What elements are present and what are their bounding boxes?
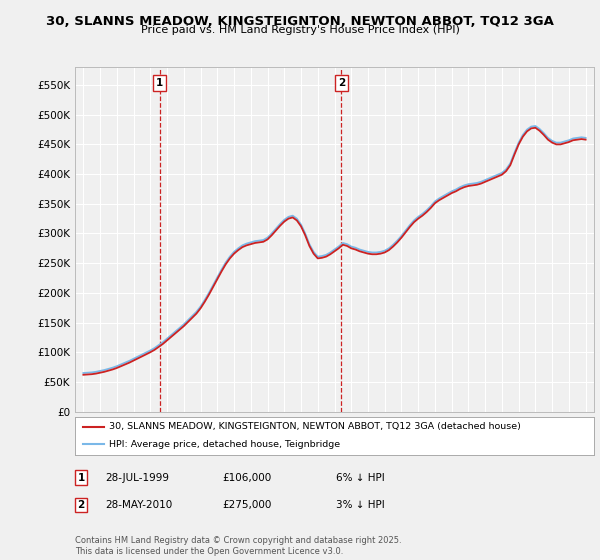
Text: 6% ↓ HPI: 6% ↓ HPI [336,473,385,483]
Text: £106,000: £106,000 [222,473,271,483]
Text: 3% ↓ HPI: 3% ↓ HPI [336,500,385,510]
Text: 28-MAY-2010: 28-MAY-2010 [105,500,172,510]
Text: Price paid vs. HM Land Registry's House Price Index (HPI): Price paid vs. HM Land Registry's House … [140,25,460,35]
Text: 1: 1 [156,78,164,88]
Text: 30, SLANNS MEADOW, KINGSTEIGNTON, NEWTON ABBOT, TQ12 3GA (detached house): 30, SLANNS MEADOW, KINGSTEIGNTON, NEWTON… [109,422,521,431]
Text: HPI: Average price, detached house, Teignbridge: HPI: Average price, detached house, Teig… [109,440,340,449]
Text: £275,000: £275,000 [222,500,271,510]
Text: Contains HM Land Registry data © Crown copyright and database right 2025.
This d: Contains HM Land Registry data © Crown c… [75,536,401,556]
Text: 30, SLANNS MEADOW, KINGSTEIGNTON, NEWTON ABBOT, TQ12 3GA: 30, SLANNS MEADOW, KINGSTEIGNTON, NEWTON… [46,15,554,27]
Text: 2: 2 [338,78,345,88]
Text: 2: 2 [77,500,85,510]
Text: 28-JUL-1999: 28-JUL-1999 [105,473,169,483]
Text: 1: 1 [77,473,85,483]
